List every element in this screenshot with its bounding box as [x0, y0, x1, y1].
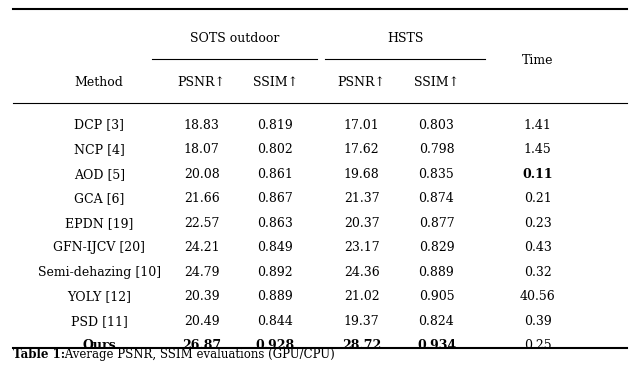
Text: 1.41: 1.41 — [524, 118, 552, 132]
Text: 24.36: 24.36 — [344, 266, 380, 279]
Text: 19.37: 19.37 — [344, 315, 380, 328]
Text: 21.66: 21.66 — [184, 192, 220, 205]
Text: 0.844: 0.844 — [257, 315, 293, 328]
Text: 0.43: 0.43 — [524, 241, 552, 254]
Text: 0.861: 0.861 — [257, 168, 293, 181]
Text: 19.68: 19.68 — [344, 168, 380, 181]
Text: 0.849: 0.849 — [257, 241, 293, 254]
Text: 0.798: 0.798 — [419, 143, 454, 156]
Text: Time: Time — [522, 54, 554, 67]
Text: Method: Method — [75, 76, 124, 89]
Text: DCP [3]: DCP [3] — [74, 118, 124, 132]
Text: 21.37: 21.37 — [344, 192, 380, 205]
Text: GCA [6]: GCA [6] — [74, 192, 124, 205]
Text: SSIM↑: SSIM↑ — [414, 76, 459, 89]
Text: 0.867: 0.867 — [257, 192, 293, 205]
Text: 0.877: 0.877 — [419, 217, 454, 230]
Text: 24.21: 24.21 — [184, 241, 220, 254]
Text: EPDN [19]: EPDN [19] — [65, 217, 133, 230]
Text: 0.835: 0.835 — [419, 168, 454, 181]
Text: 0.802: 0.802 — [257, 143, 293, 156]
Text: 23.17: 23.17 — [344, 241, 380, 254]
Text: 0.928: 0.928 — [255, 339, 295, 353]
Text: Average PSNR, SSIM evaluations (GPU/CPU): Average PSNR, SSIM evaluations (GPU/CPU) — [61, 348, 335, 361]
Text: 21.02: 21.02 — [344, 290, 380, 303]
Text: 0.21: 0.21 — [524, 192, 552, 205]
Text: AOD [5]: AOD [5] — [74, 168, 125, 181]
Text: YOLY [12]: YOLY [12] — [67, 290, 131, 303]
Text: 0.889: 0.889 — [257, 290, 293, 303]
Text: 18.07: 18.07 — [184, 143, 220, 156]
Text: 0.934: 0.934 — [417, 339, 456, 353]
Text: 0.892: 0.892 — [257, 266, 293, 279]
Text: 40.56: 40.56 — [520, 290, 556, 303]
Text: 28.72: 28.72 — [342, 339, 381, 353]
Text: 0.23: 0.23 — [524, 217, 552, 230]
Text: 0.905: 0.905 — [419, 290, 454, 303]
Text: 22.57: 22.57 — [184, 217, 220, 230]
Text: PSNR↑: PSNR↑ — [178, 76, 226, 89]
Text: 0.803: 0.803 — [419, 118, 454, 132]
Text: GFN-IJCV [20]: GFN-IJCV [20] — [53, 241, 145, 254]
Text: 17.01: 17.01 — [344, 118, 380, 132]
Text: Ours: Ours — [83, 339, 116, 353]
Text: 17.62: 17.62 — [344, 143, 380, 156]
Text: 20.08: 20.08 — [184, 168, 220, 181]
Text: 26.87: 26.87 — [182, 339, 221, 353]
Text: 0.25: 0.25 — [524, 339, 552, 353]
Text: 0.829: 0.829 — [419, 241, 454, 254]
Text: NCP [4]: NCP [4] — [74, 143, 125, 156]
Text: 20.39: 20.39 — [184, 290, 220, 303]
Text: SOTS outdoor: SOTS outdoor — [190, 32, 279, 45]
Text: SSIM↑: SSIM↑ — [253, 76, 298, 89]
Text: Semi-dehazing [10]: Semi-dehazing [10] — [38, 266, 161, 279]
Text: 1.45: 1.45 — [524, 143, 552, 156]
Text: PSD [11]: PSD [11] — [71, 315, 127, 328]
Text: 0.874: 0.874 — [419, 192, 454, 205]
Text: 0.11: 0.11 — [522, 168, 553, 181]
Text: PSNR↑: PSNR↑ — [338, 76, 385, 89]
Text: Table 1:: Table 1: — [13, 348, 65, 361]
Text: 0.824: 0.824 — [419, 315, 454, 328]
Text: 20.49: 20.49 — [184, 315, 220, 328]
Text: 0.39: 0.39 — [524, 315, 552, 328]
Text: 24.79: 24.79 — [184, 266, 220, 279]
Text: 18.83: 18.83 — [184, 118, 220, 132]
Text: 0.889: 0.889 — [419, 266, 454, 279]
Text: HSTS: HSTS — [387, 32, 423, 45]
Text: 0.32: 0.32 — [524, 266, 552, 279]
Text: 0.819: 0.819 — [257, 118, 293, 132]
Text: 20.37: 20.37 — [344, 217, 380, 230]
Text: 0.863: 0.863 — [257, 217, 293, 230]
